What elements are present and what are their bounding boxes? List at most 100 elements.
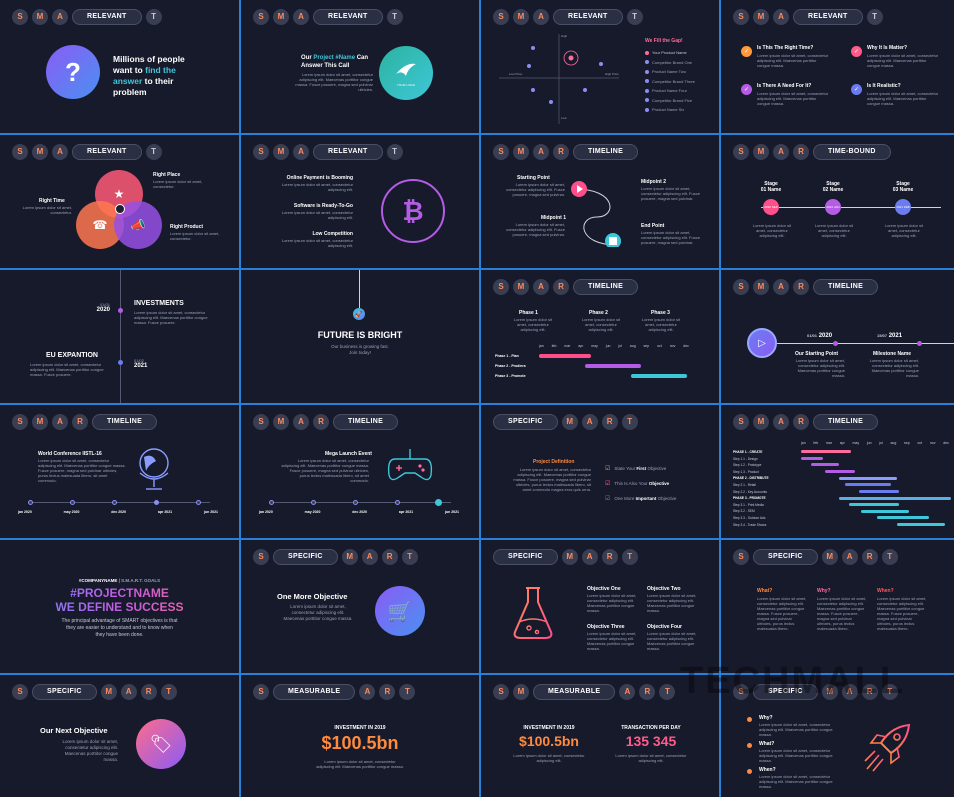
slide-relevant-venn[interactable]: S M A RELEVANT T ★ ☎ 📣 Right Place Lorem… [0,135,239,268]
section-label: RELEVANT [313,8,383,25]
slide-relevant-project[interactable]: S M A RELEVANT T Our Project #Name Can A… [241,0,479,133]
month-axis: jan feb mar apr may jun jul aug sep oct nov dec [801,441,949,445]
slide-timeline-path[interactable]: S M A R TIMELINE Starting Point Lorem ip… [481,135,719,268]
stage-dot-2: 2021 JAN [825,199,841,215]
axis-low: Low [561,116,567,120]
body-text: Lorem ipsum dolor sit amet, consectetur … [869,358,919,378]
axis-high: High [561,34,568,38]
date-axis: jan 2020 may 2020 dec 2020 apr 2021 jun 2021 [18,510,218,514]
slide-relevant-question[interactable]: S M A RELEVANT T ? Millions of people wa… [0,0,239,133]
date-2: 15/07 2021 [877,333,903,339]
end-point: End Point [641,223,665,229]
slide-relevant-questions[interactable]: S M A RELEVANT T ✓ Is This The Right Tim… [721,0,954,133]
section-label: RELEVANT [72,143,142,160]
slide-timeline-gantt[interactable]: S M A R TIMELINE Phase 1 Lorem ipsum dol… [481,270,719,403]
section-label: RELEVANT [313,143,383,160]
gantt-bar [585,364,641,368]
letter-m: M [100,683,117,700]
letter-a: A [841,683,858,700]
gantt-bar [631,374,687,378]
letter-a: A [581,413,598,430]
section-label: TIMELINE [333,413,399,430]
what-title: What? [759,741,775,747]
slide-time-bound[interactable]: S M A R TIME-BOUND Stage 01 Name Stage 0… [721,135,954,268]
smart-header: S M A R TIMELINE [12,413,158,430]
body-text: Lorem ipsum dolor sit amet, consectetur … [281,238,353,248]
check-icon: ✓ [851,46,862,57]
brand-list: Your Product Name Competitor Brand One P… [645,48,695,115]
list-item: Your Product Name [645,48,695,58]
slide-timeline-milestones[interactable]: S M A R TIMELINE ▷ 01/01 2020 15/07 2021… [721,270,954,403]
section-label: RELEVANT [793,8,863,25]
letter-s: S [12,413,28,430]
section-label: TIMELINE [92,413,158,430]
gantt-row-label: Phase 2 - Prodiera [495,364,526,368]
axis-low-price: Low Price [509,72,523,76]
objective-two: Objective Two [647,586,681,592]
letter-m: M [753,143,769,160]
letter-s: S [12,683,28,700]
smart-header: S SPECIFIC M A R T [12,683,177,700]
date-1: 01/01 2020 [96,302,110,313]
slide-specific-definition[interactable]: SPECIFIC M A R T Project Definition Lore… [481,405,719,538]
letter-r: R [313,413,329,430]
question-1: Is This The Right Time? [757,45,814,51]
smart-header: S M A RELEVANT T [253,143,403,160]
slide-relevant-bitcoin[interactable]: S M A RELEVANT T Online Payment is Boomi… [241,135,479,268]
smart-header: S SPECIFIC M A R T [733,683,898,700]
target-icon [115,204,125,214]
slide-specific-cart[interactable]: S SPECIFIC M A R T One More Objective Lo… [241,540,479,673]
letter-r: R [553,143,569,160]
when-title: When? [759,767,776,773]
slide-measurable-single[interactable]: S MEASURABLE A R T INVESTMENT IN 2019 $1… [241,675,479,797]
body-text: Lorem ipsum dolor sit amet, consectetur … [641,186,700,201]
slide-future-bright[interactable]: 🚀 FUTURE IS BRIGHT Our business is growi… [241,270,479,403]
slide-specific-next[interactable]: S SPECIFIC M A R T Our Next Objective Lo… [0,675,239,797]
slide-timeline-roadmap[interactable]: S M A R TIMELINE jan feb mar apr may jun jul au… [721,405,954,538]
letter-t: T [881,548,898,565]
metric-title: INVESTMENT IN 2019 [334,725,386,731]
letter-a: A [52,143,68,160]
timeline-dot [70,500,75,505]
smart-header: S M A R TIMELINE [493,143,639,160]
letter-a: A [619,683,636,700]
letter-m: M [341,548,358,565]
letter-a: A [773,143,789,160]
timeline-dot [311,500,316,505]
right-product-label: Right Product [170,224,204,230]
letter-t: T [621,548,638,565]
letter-s: S [493,683,509,700]
slide-measurable-double[interactable]: S M MEASURABLE A R T INVESTMENT IN 2019 … [481,675,719,797]
body-text: Lorem ipsum dolor sit amet, consectetur … [814,223,854,238]
objective-three: Objective Three [587,624,625,630]
slide-define-success[interactable]: #COMPANYNAME | S.M.A.R.T. GOALS #PROJECT… [0,540,239,673]
letter-t: T [386,143,403,160]
question-icon: ? [46,45,100,99]
future-subtitle: Our business is growing fast. Join today… [331,344,389,355]
slide-relevant-gap[interactable]: S M A RELEVANT T High Low Low Price High… [481,0,719,133]
play-icon[interactable]: ▷ [747,328,777,358]
letter-t: T [160,683,177,700]
stage-dot-3: 2021 FEB [895,199,911,215]
body-text: Lorem ipsum dolor sit amet, consectetur … [281,182,353,192]
month-axis: jan feb mar apr may jun jul aug sep oct nov dec [539,344,689,348]
right-place-label: Right Place [153,172,181,178]
body-text: Lorem ipsum dolor sit amet, consectetur. [22,205,72,215]
letter-r: R [793,278,809,295]
letter-t: T [399,683,416,700]
slide-timeline-launch[interactable]: S M A R TIMELINE Mega Launch Event Lorem… [241,405,479,538]
slide-specific-objectives[interactable]: SPECIFIC M A R T Objective One Lorem ips… [481,540,719,673]
letter-s: S [12,8,28,25]
letter-m: M [32,143,48,160]
slide-timeline-conference[interactable]: S M A R TIMELINE World Conference IISTL-… [0,405,239,538]
letter-m: M [273,413,289,430]
roadmap-bar [897,523,945,526]
question-2: Why It Is Matter? [867,45,908,51]
starting-point: Starting Point [517,175,550,181]
section-label: SPECIFIC [493,413,558,430]
letter-t: T [145,8,162,25]
slide-specific-rocket[interactable]: S SPECIFIC M A R T Why? Lorem ipsum dolo… [721,675,954,797]
slide-investments[interactable]: 01/01 2020 INVESTMENTS Lorem ipsum dolor… [0,270,239,403]
bitcoin-icon: ₿ [381,179,445,243]
slide-specific-www[interactable]: S SPECIFIC M A R T What? Lorem ipsum dol… [721,540,954,673]
